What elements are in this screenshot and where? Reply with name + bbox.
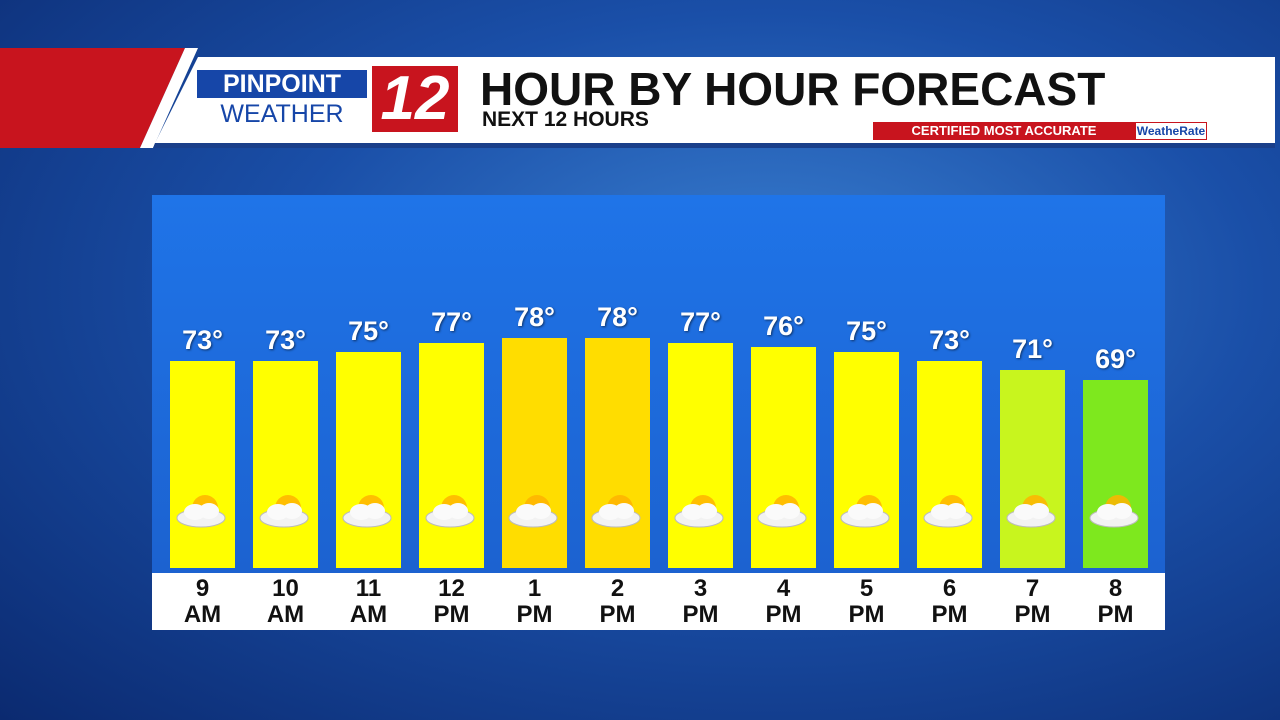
weather-icon (1006, 495, 1055, 528)
bar (834, 351, 899, 568)
x-tick-label: 2 PM (599, 575, 636, 628)
x-tick-label: 1 PM (516, 575, 553, 628)
bar (917, 361, 982, 568)
weather-icon (176, 495, 225, 528)
weather-icon (840, 495, 889, 528)
x-tick-label: 11 AM (349, 575, 388, 628)
x-tick-label: 7 PM (1014, 575, 1051, 628)
value-label: 73° (929, 325, 970, 356)
bar (668, 342, 733, 568)
value-label: 78° (514, 302, 555, 333)
x-tick-label: 9 AM (183, 575, 222, 628)
label-strip (152, 573, 1165, 630)
chart-subtitle: NEXT 12 HOURS (482, 108, 649, 131)
value-label: 73° (265, 325, 306, 356)
weather-icon (591, 495, 640, 528)
value-label: 75° (348, 315, 389, 346)
chart-panel (152, 195, 1165, 573)
value-label: 77° (431, 306, 472, 337)
chart-title: HOUR BY HOUR FORECAST (480, 63, 1106, 115)
bar (751, 347, 816, 568)
badge: CERTIFIED MOST ACCURATE (873, 122, 1135, 140)
value-label: 73° (182, 325, 223, 356)
value-label: 78° (597, 302, 638, 333)
value-label: 75° (846, 315, 887, 346)
bar (1000, 370, 1065, 568)
x-tick-label: 10 AM (266, 575, 305, 628)
bar (502, 338, 567, 568)
bar (419, 342, 484, 568)
x-tick-label: 3 PM (682, 575, 719, 628)
brand-top: PINPOINT (197, 70, 367, 98)
x-tick-label: 4 PM (765, 575, 802, 628)
channel-logo: 12 (372, 66, 458, 132)
bar (585, 338, 650, 568)
value-label: 77° (680, 306, 721, 337)
bar (1083, 379, 1148, 568)
brand-bottom: WEATHER (220, 100, 344, 128)
weather-icon (923, 495, 972, 528)
weather-icon (342, 495, 391, 528)
x-tick-label: 6 PM (931, 575, 968, 628)
x-tick-label: 8 PM (1097, 575, 1134, 628)
bar (170, 361, 235, 568)
value-label: 76° (763, 311, 804, 342)
badge-brand: WeatheRate (1135, 122, 1207, 140)
weather-icon (508, 495, 557, 528)
x-tick-label: 5 PM (848, 575, 885, 628)
weather-icon (674, 495, 723, 528)
bar (336, 351, 401, 568)
weather-icon (425, 495, 474, 528)
value-label: 71° (1012, 334, 1053, 365)
weather-icon (259, 495, 308, 528)
bar (253, 361, 318, 568)
weather-icon (1089, 495, 1138, 528)
value-label: 69° (1095, 343, 1136, 374)
x-tick-label: 12 PM (433, 575, 470, 628)
weather-icon (757, 495, 806, 528)
